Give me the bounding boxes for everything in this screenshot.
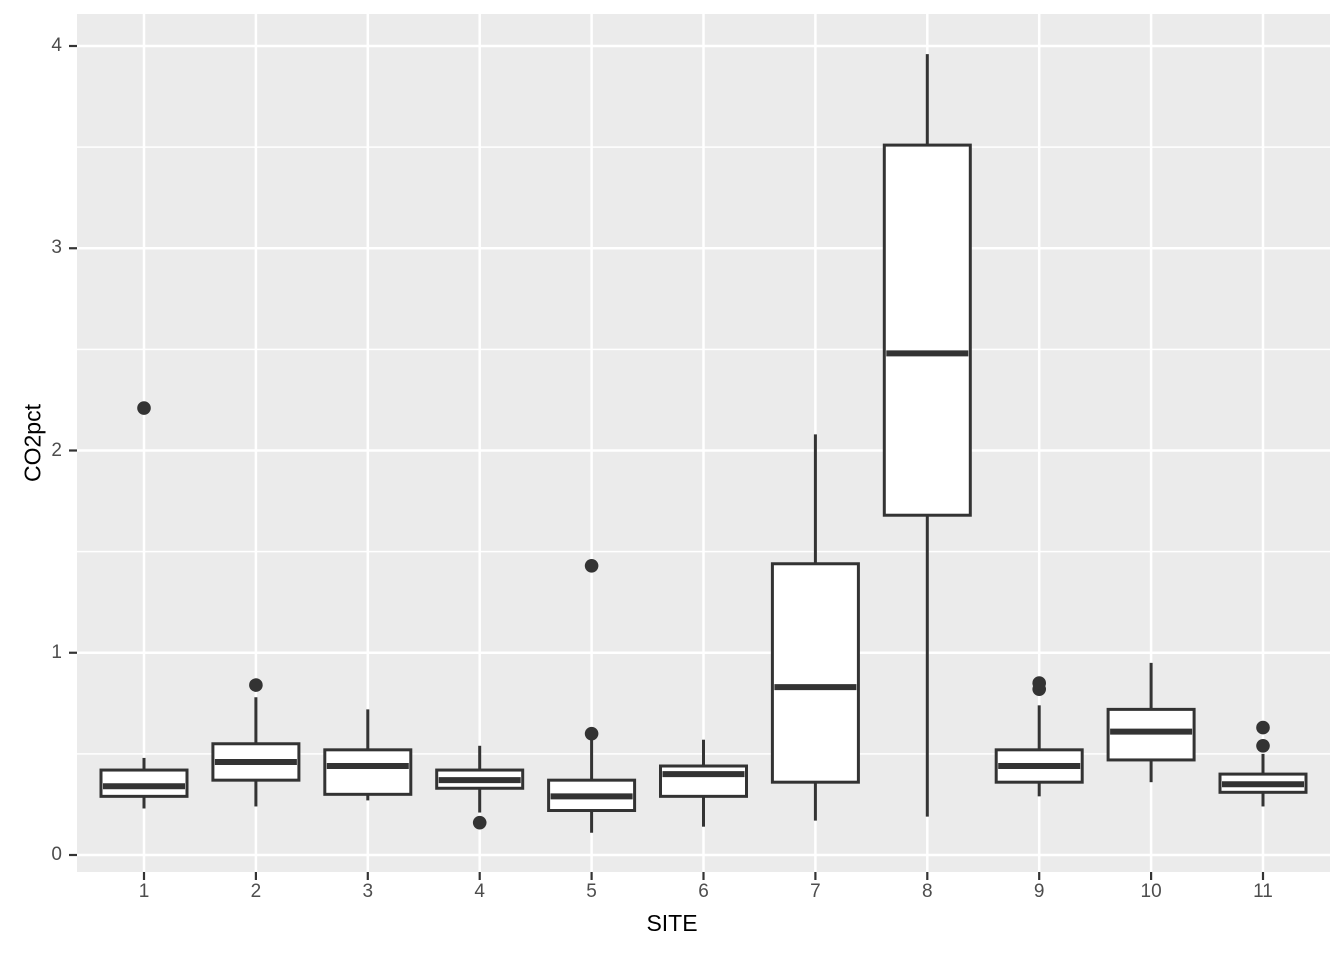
box (659, 764, 748, 798)
box (99, 768, 189, 798)
outlier-point (1256, 738, 1270, 753)
x-tick-label: 1 (138, 881, 150, 902)
x-tick-label: 6 (698, 881, 709, 902)
outlier-point (584, 726, 599, 741)
x-tick-label: 4 (474, 881, 485, 902)
box (882, 143, 972, 517)
x-tick-label: 8 (922, 881, 933, 902)
outlier-point (249, 678, 263, 692)
y-tick-label: 3 (51, 237, 62, 259)
y-tick-label: 0 (51, 844, 62, 865)
x-axis-title: SITE (646, 910, 698, 936)
y-tick-label: 1 (51, 641, 62, 663)
x-tick-label: 3 (362, 881, 374, 902)
x-tick-label: 9 (1033, 881, 1045, 902)
box (1106, 707, 1196, 762)
outlier-point (137, 401, 151, 415)
box (770, 562, 860, 784)
x-tick-label: 2 (250, 881, 262, 902)
outlier-point (472, 815, 487, 830)
y-tick-label: 2 (51, 439, 62, 461)
x-tick-label: 11 (1253, 881, 1273, 902)
outlier-point (1256, 720, 1270, 735)
x-tick-label: 5 (586, 881, 597, 902)
outlier-point (584, 558, 599, 573)
outlier-point (1032, 676, 1046, 690)
y-tick-label: 4 (51, 35, 62, 56)
box (323, 748, 413, 796)
x-tick-label: 10 (1140, 881, 1162, 902)
x-tick-label: 7 (810, 881, 821, 902)
